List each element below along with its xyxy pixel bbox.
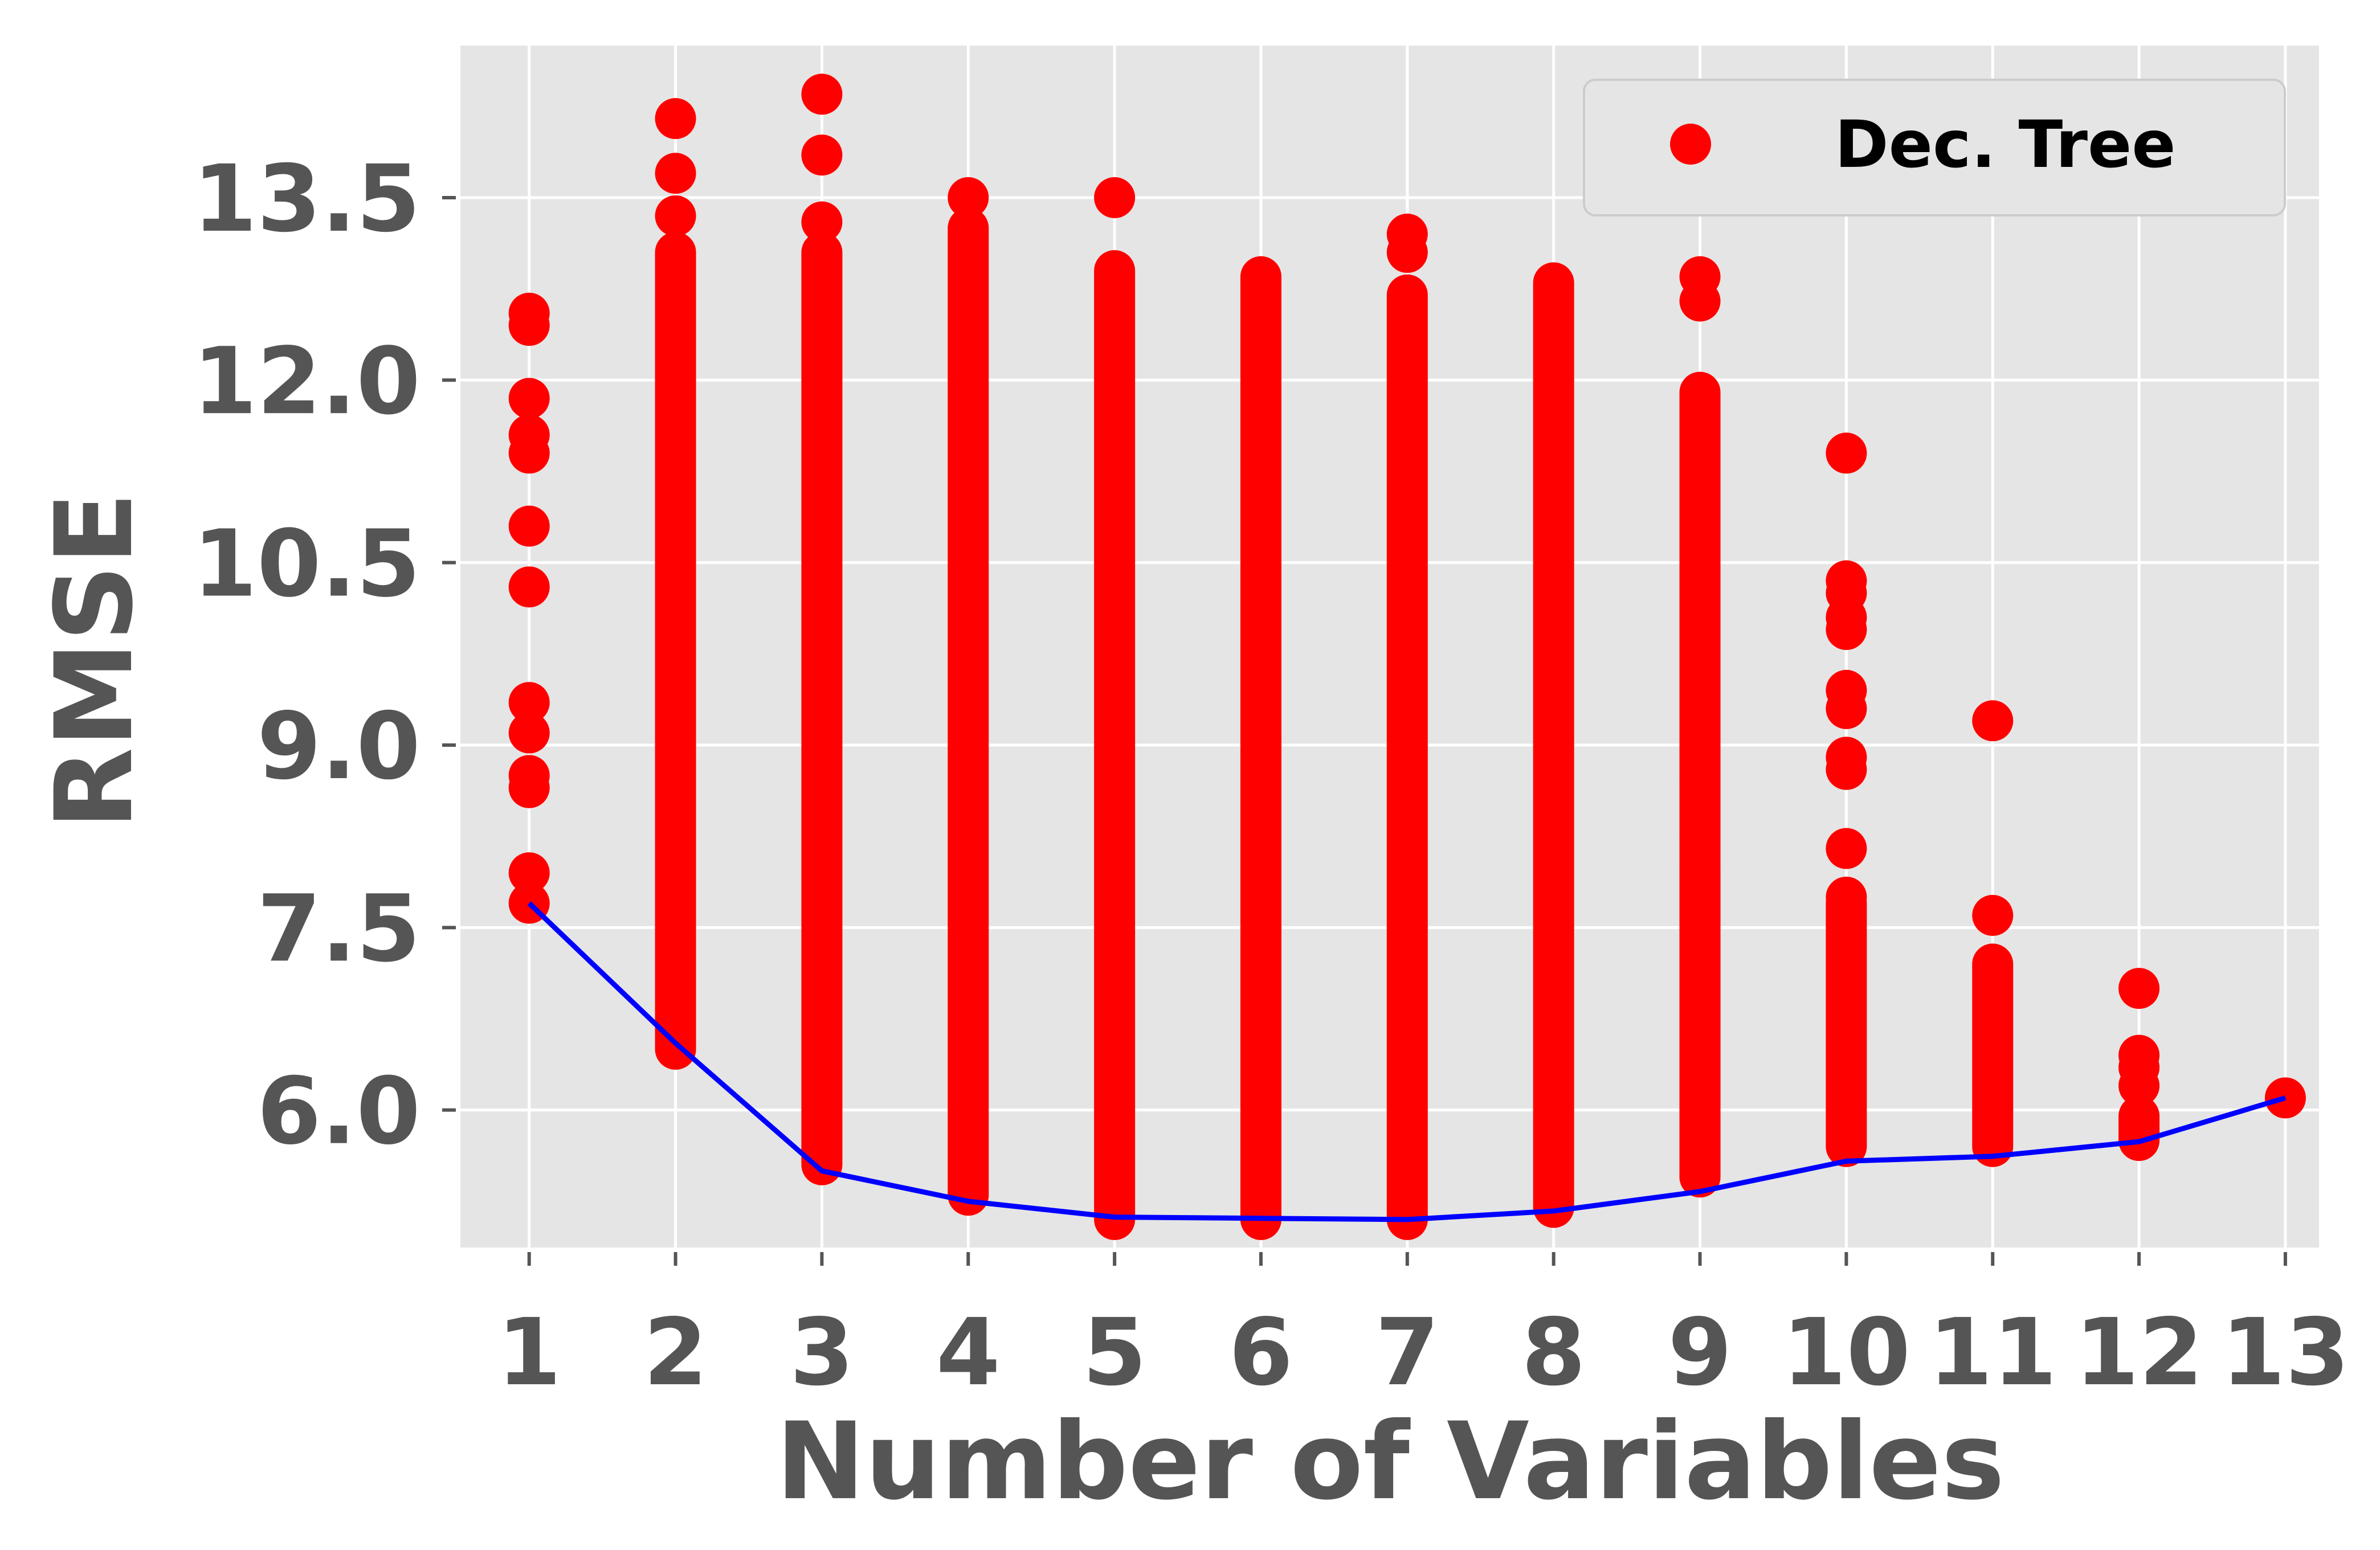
min-rmse-line [527, 901, 2287, 1222]
scatter-point-x1-2 [508, 378, 550, 419]
x-tick-label-9: 9 [1668, 1299, 1732, 1406]
scatter-point-x10-9 [1826, 828, 1867, 869]
scatter-band-x11-0 [1972, 943, 2014, 1167]
scatter-band-x7-0 [1386, 274, 1428, 1240]
y-tick-label-1: 7.5 [257, 876, 421, 983]
legend-label-dec-tree: Dec. Tree [1835, 107, 2176, 182]
x-tick-label-7: 7 [1375, 1299, 1439, 1406]
x-tick-label-1: 1 [497, 1299, 561, 1406]
y-tick-label-3: 10.5 [193, 511, 421, 618]
scatter-point-x2-2 [655, 195, 696, 236]
x-tick-label-5: 5 [1083, 1299, 1147, 1406]
scatter-band-x3-0 [801, 232, 843, 1185]
scatter-point-x1-4 [508, 432, 550, 474]
x-tick-label-2: 2 [643, 1299, 708, 1406]
scatter-point-x3-2 [801, 201, 843, 243]
scatter-point-x1-6 [508, 566, 550, 608]
legend-marker-dec-tree [1670, 124, 1711, 165]
scatter-point-x12-3 [2118, 1065, 2160, 1106]
scatter-band-x4-0 [948, 207, 989, 1216]
scatter-point-x1-8 [508, 712, 550, 754]
scatter-band-x2-0 [655, 232, 696, 1070]
tick-labels: 1 2 3 4 5 6 7 8 9 10 11 12 136.07.59.010.512.013.5 [193, 146, 2349, 1406]
scatter-point-x9-3 [1679, 761, 1721, 803]
scatter-band-x10-0 [1826, 882, 1867, 1167]
scatter-point-x1-1 [508, 292, 550, 334]
x-axis-label: Number of Variables [776, 1400, 2005, 1524]
legend: Dec. Tree [1583, 79, 2286, 216]
y-tick-label-4: 12.0 [193, 328, 421, 435]
y-axis-label: RMSE [32, 492, 157, 830]
scatter-point-x1-5 [508, 505, 550, 547]
scatter-band-x5-0 [1094, 250, 1136, 1240]
axis-ticks [442, 195, 2287, 1266]
scatter-band-x8-0 [1533, 262, 1574, 1228]
legend-box [1583, 79, 2286, 216]
scatter-point-x10-8 [1826, 749, 1867, 790]
scatter-point-x10-10 [1826, 876, 1867, 918]
x-tick-label-3: 3 [790, 1299, 854, 1406]
scatter-point-x5-0 [1094, 177, 1136, 218]
scatter-point-x12-0 [2118, 968, 2160, 1009]
scatter-point-x10-6 [1826, 688, 1867, 729]
scatter-band-x9-1 [1679, 846, 1721, 1198]
scatter-series-dec-tree [508, 73, 2306, 1240]
x-tick-label-10: 10 [1782, 1299, 1910, 1406]
scatter-point-x10-4 [1826, 609, 1867, 651]
scatter-point-x11-0 [1972, 700, 2014, 742]
y-tick-label-0: 6.0 [257, 1058, 421, 1165]
scatter-point-x1-7 [508, 682, 550, 723]
scatter-point-x1-11 [508, 852, 550, 894]
scatter-point-x7-1 [1386, 232, 1428, 273]
x-tick-label-11: 11 [1928, 1299, 2056, 1406]
scatter-point-x1-10 [508, 767, 550, 808]
x-tick-label-4: 4 [936, 1299, 1001, 1406]
scatter-point-x3-0 [801, 73, 843, 115]
scatter-point-x2-0 [655, 98, 696, 140]
scatter-point-x9-1 [1679, 280, 1721, 322]
scatter-point-x9-2 [1679, 816, 1721, 857]
x-tick-label-6: 6 [1229, 1299, 1293, 1406]
scatter-point-x2-1 [655, 153, 696, 194]
scatter-point-x3-1 [801, 134, 843, 176]
x-tick-label-13: 13 [2221, 1299, 2349, 1406]
scatter-point-x10-0 [1826, 432, 1867, 474]
y-tick-label-2: 9.0 [257, 693, 421, 800]
x-tick-label-12: 12 [2075, 1299, 2203, 1406]
x-tick-label-8: 8 [1521, 1299, 1586, 1406]
y-tick-label-5: 13.5 [193, 146, 421, 253]
line-series [527, 901, 2287, 1222]
scatter-point-x11-1 [1972, 894, 2014, 936]
scatter-band-x6-0 [1240, 256, 1281, 1240]
scatter-point-x4-0 [948, 177, 989, 218]
